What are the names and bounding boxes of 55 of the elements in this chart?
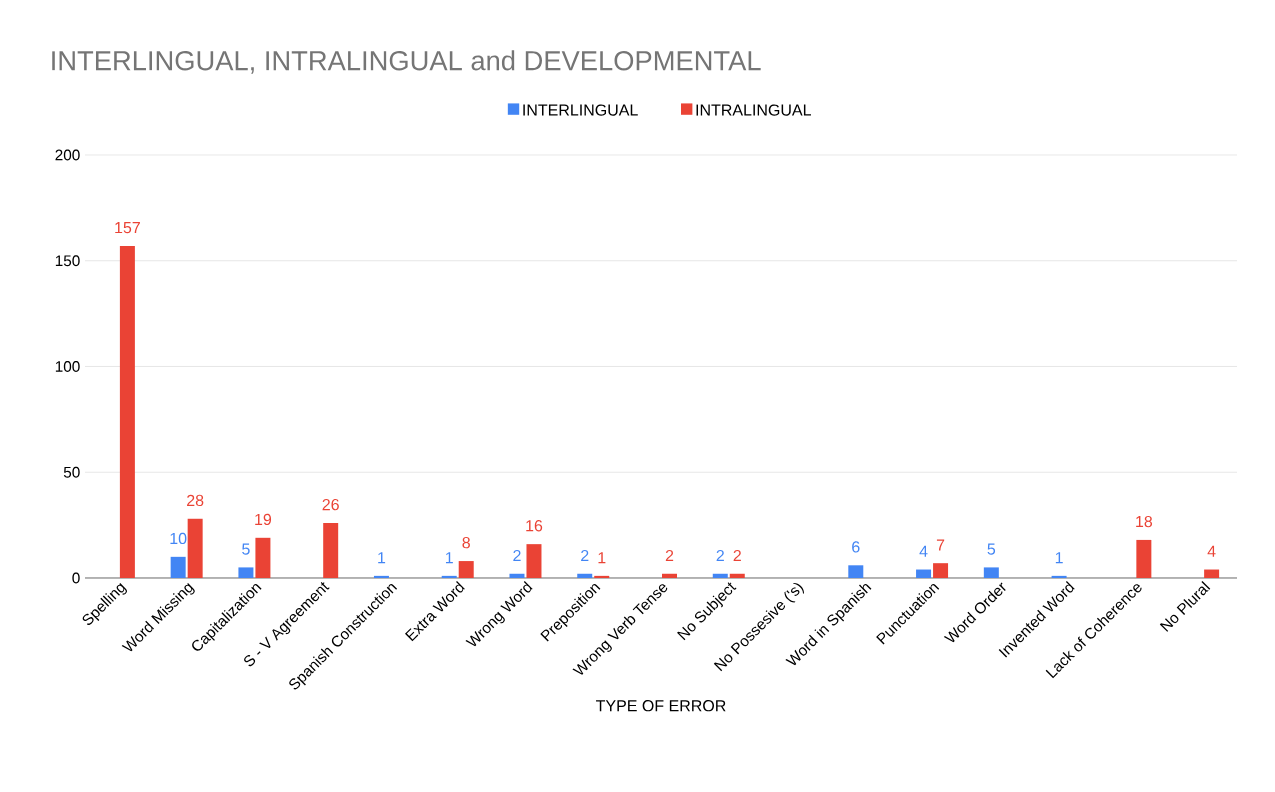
- data-label: 6: [852, 541, 860, 553]
- data-label: 4: [1207, 545, 1216, 557]
- bar: [916, 569, 932, 578]
- bar: [323, 523, 339, 578]
- bar: [577, 573, 593, 578]
- data-label: 5: [987, 543, 996, 555]
- chart-title: INTERLINGUAL, INTRALINGUAL and DEVELOPMENTAL: [52, 50, 761, 74]
- bar: [712, 573, 728, 578]
- data-label: 28: [187, 494, 204, 507]
- bar: [662, 573, 678, 578]
- bar: [1051, 575, 1067, 578]
- data-label: 26: [322, 498, 339, 511]
- legend-label: INTERLINGUAL: [523, 104, 638, 116]
- y-tick-label: 100: [55, 361, 80, 372]
- data-label: 2: [513, 549, 521, 562]
- y-tick-label: 0: [72, 572, 80, 584]
- x-axis-title: TYPE OF ERROR: [596, 700, 726, 712]
- bar: [119, 245, 135, 578]
- data-label: 18: [1136, 515, 1153, 528]
- data-label: 1: [378, 552, 386, 564]
- data-label: 4: [919, 545, 928, 557]
- bar: [441, 575, 457, 578]
- data-label: 8: [462, 537, 470, 549]
- bar: [1136, 539, 1152, 578]
- bar: [373, 575, 389, 578]
- data-label: 1: [598, 552, 606, 564]
- legend-label: INTRALINGUAL: [696, 104, 811, 116]
- data-label: 2: [581, 549, 589, 562]
- bar: [594, 575, 610, 578]
- y-tick-label: 200: [55, 149, 80, 161]
- bar: [729, 573, 745, 578]
- data-label: 5: [242, 543, 250, 555]
- bar: [170, 556, 186, 578]
- bar: [933, 563, 949, 578]
- y-tick-label: 50: [63, 466, 80, 478]
- bar: [255, 537, 271, 578]
- data-label: 1: [445, 552, 453, 564]
- data-label: 157: [115, 222, 140, 234]
- bar: [458, 561, 474, 578]
- bar: [238, 567, 254, 578]
- data-label: 2: [716, 549, 724, 562]
- bar: [848, 565, 864, 578]
- y-tick-label: 150: [55, 255, 80, 267]
- bar: [509, 573, 525, 578]
- bar: [526, 544, 542, 578]
- data-label: 7: [936, 539, 945, 551]
- data-label: 2: [665, 549, 674, 562]
- data-label: 2: [733, 549, 741, 562]
- data-label: 16: [526, 520, 543, 532]
- data-label: 10: [170, 532, 187, 545]
- bar: [983, 567, 999, 578]
- bar: [1204, 569, 1220, 578]
- bar: [187, 518, 203, 578]
- data-label: 19: [255, 513, 272, 526]
- data-label: 1: [1055, 552, 1063, 564]
